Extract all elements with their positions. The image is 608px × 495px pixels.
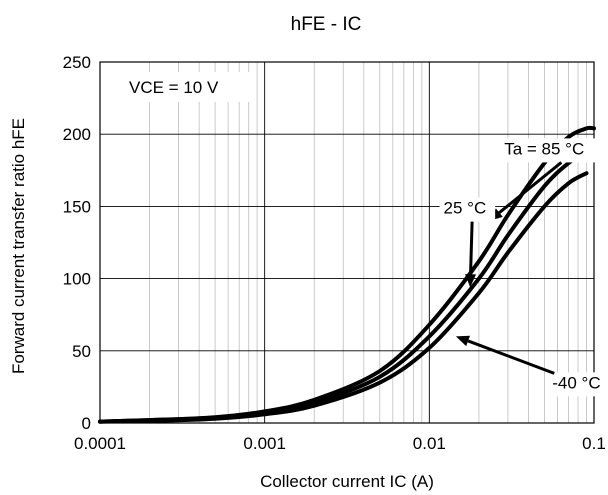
annotation-arrowhead bbox=[465, 274, 477, 288]
y-tick-label: 50 bbox=[72, 342, 91, 361]
annotations: Ta = 85 °C 25 °C -40 °C bbox=[439, 138, 608, 397]
annotation-label: Ta = 85 °C bbox=[504, 139, 584, 158]
y-tick-label: 0 bbox=[82, 414, 91, 433]
y-tick-label: 250 bbox=[63, 53, 91, 72]
annotation-arrow bbox=[469, 221, 474, 275]
y-tick-label: 150 bbox=[63, 197, 91, 216]
x-tick-label: 0.01 bbox=[413, 434, 446, 453]
annotation-label: 25 °C bbox=[444, 199, 487, 218]
x-axis-label: Collector current IC (A) bbox=[260, 472, 434, 491]
annotation-bg bbox=[439, 197, 496, 222]
x-tick-label: 0.1 bbox=[582, 434, 606, 453]
condition-label: VCE = 10 V bbox=[129, 78, 219, 97]
y-tick-label: 100 bbox=[63, 270, 91, 289]
chart-title: hFE - IC bbox=[291, 14, 362, 35]
condition-box: VCE = 10 V bbox=[121, 72, 251, 102]
annotation-arrow bbox=[467, 339, 555, 375]
x-tick-label: 0.0001 bbox=[74, 434, 126, 453]
grid-minor bbox=[149, 62, 587, 423]
x-tick-labels: 0.0001 0.001 0.01 0.1 bbox=[74, 434, 606, 453]
annotation-bg bbox=[500, 138, 604, 163]
x-tick-label: 0.001 bbox=[243, 434, 286, 453]
y-tick-label: 200 bbox=[63, 125, 91, 144]
condition-box-bg bbox=[121, 72, 251, 102]
series-layer bbox=[98, 125, 596, 424]
y-axis-label: Forward current transfer ratio hFE bbox=[9, 118, 28, 374]
y-tick-labels: 0 50 100 150 200 250 bbox=[63, 53, 91, 433]
plot-frame bbox=[99, 61, 595, 424]
annotation-label: -40 °C bbox=[552, 373, 600, 392]
annotation-bg bbox=[548, 372, 608, 397]
annotation-arrow bbox=[498, 161, 563, 214]
series-line-3 bbox=[98, 171, 589, 424]
annotation-arrowhead bbox=[455, 335, 471, 347]
